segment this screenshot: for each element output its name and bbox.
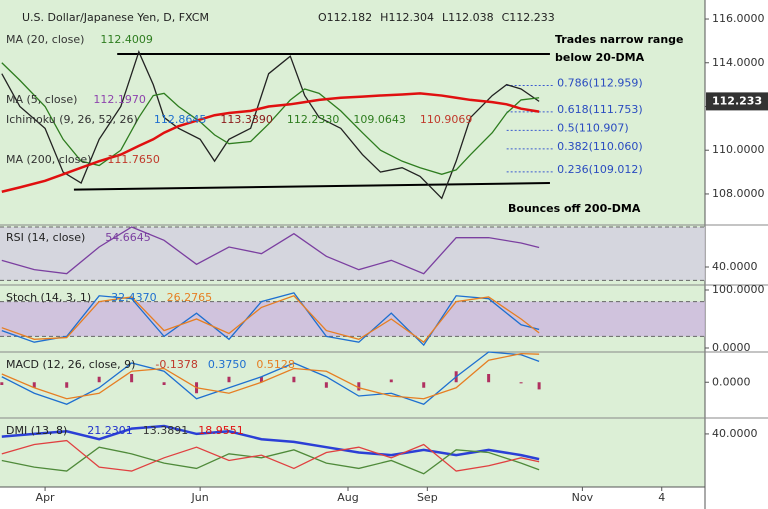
readout: 18.9551 <box>198 424 244 437</box>
study-label: MA (200, close) <box>6 153 91 166</box>
study-readout: 111.7650 <box>107 153 160 166</box>
study-readout: 112.1970 <box>93 93 146 106</box>
x-tick-label: Nov <box>572 491 594 504</box>
y-tick-label: 110.0000 <box>712 143 765 156</box>
ohlc-value: 112.182 <box>327 11 373 24</box>
study-label: MA (20, close) <box>6 33 84 46</box>
series-line <box>1 292 540 347</box>
histogram-bar <box>389 379 393 383</box>
y-tick-label: 116.0000 <box>712 12 765 25</box>
readout: 26.2765 <box>167 291 213 304</box>
histogram-bar <box>162 382 166 385</box>
panel-title: RSI (14, close) <box>6 231 85 244</box>
fib-label: 0.236(109.012) <box>557 163 643 176</box>
series-line <box>1 226 540 275</box>
series-line <box>1 439 540 472</box>
panel-title: U.S. Dollar/Japanese Yen, D, FXCM <box>22 11 209 24</box>
histogram-bar <box>227 376 231 383</box>
axis-background <box>0 487 705 509</box>
series-line <box>1 351 540 405</box>
series-line <box>1 92 540 193</box>
histogram-bar <box>97 376 101 383</box>
study-readout: 112.8645 <box>154 113 207 126</box>
y-tick-label: 100.0000 <box>712 283 765 296</box>
histogram-bar <box>32 382 36 388</box>
readout: -0.1378 <box>155 358 197 371</box>
readout: 0.3750 <box>208 358 247 371</box>
fib-label: 0.618(111.753) <box>557 103 643 116</box>
annotation: below 20-DMA <box>555 51 645 64</box>
readout: 54.6645 <box>105 231 151 244</box>
study-readout: 113.3390 <box>220 113 273 126</box>
histogram-bar <box>324 382 328 388</box>
fib-label: 0.786(112.959) <box>557 77 643 90</box>
histogram-bar <box>519 382 523 384</box>
fib-label: 0.382(110.060) <box>557 140 643 153</box>
study-label: Ichimoku (9, 26, 52, 26) <box>6 113 138 126</box>
readout: 0.5128 <box>256 358 295 371</box>
readout: 32.4370 <box>111 291 157 304</box>
ohlc-label: O <box>318 11 327 24</box>
ohlc-label: L <box>442 11 449 24</box>
annotation: Trades narrow range <box>555 33 684 46</box>
trendline <box>73 182 550 191</box>
y-tick-label: 108.0000 <box>712 187 765 200</box>
panel-title: DMI (13, 8) <box>6 424 67 437</box>
histogram-bar <box>357 382 361 391</box>
x-tick-label: Apr <box>36 491 56 504</box>
x-tick-label: Aug <box>337 491 358 504</box>
histogram-bar <box>130 374 134 383</box>
y-tick-label: 114.0000 <box>712 56 765 69</box>
histogram-bar <box>537 382 541 390</box>
series-line <box>1 424 540 461</box>
ohlc-value: 112.038 <box>448 11 494 24</box>
y-tick-label: 40.0000 <box>712 427 758 440</box>
histogram-bar <box>487 374 491 383</box>
series-line <box>1 50 540 200</box>
histogram-bar <box>0 382 4 385</box>
histogram-bar <box>259 376 263 383</box>
readout: 13.3891 <box>143 424 189 437</box>
ohlc-value: 112.233 <box>509 11 555 24</box>
histogram-bar <box>292 376 296 383</box>
study-readout: 112.4009 <box>100 33 153 46</box>
band-fill <box>0 301 705 337</box>
x-tick-label: 4 <box>658 491 665 504</box>
series-line <box>1 62 540 175</box>
x-tick-label: Sep <box>417 491 438 504</box>
x-tick-label: Jun <box>191 491 209 504</box>
ohlc-label: C <box>502 11 510 24</box>
price-tag-label: 112.233 <box>712 94 762 107</box>
y-tick-label: 40.0000 <box>712 260 758 273</box>
readout: 21.2301 <box>87 424 133 437</box>
series-line <box>1 295 540 344</box>
series-line <box>1 352 540 400</box>
study-label: MA (5, close) <box>6 93 77 106</box>
panel-title: MACD (12, 26, close, 9) <box>6 358 135 371</box>
price-tag <box>706 92 768 111</box>
histogram-bar <box>65 382 69 388</box>
histogram-bar <box>422 382 426 388</box>
axis-background <box>705 0 768 509</box>
annotation: Bounces off 200-DMA <box>508 202 641 215</box>
study-readout: 110.9069 <box>420 113 473 126</box>
panel-title: Stoch (14, 3, 1) <box>6 291 91 304</box>
y-tick-label: 0.0000 <box>712 375 751 388</box>
fib-label: 0.5(110.907) <box>557 121 629 134</box>
study-readout: 112.2330 <box>287 113 340 126</box>
y-tick-label: 0.0000 <box>712 341 751 354</box>
series-line <box>1 446 540 475</box>
ohlc-value: 112.304 <box>388 11 434 24</box>
ohlc-label: H <box>380 11 388 24</box>
study-readout: 109.0643 <box>353 113 406 126</box>
